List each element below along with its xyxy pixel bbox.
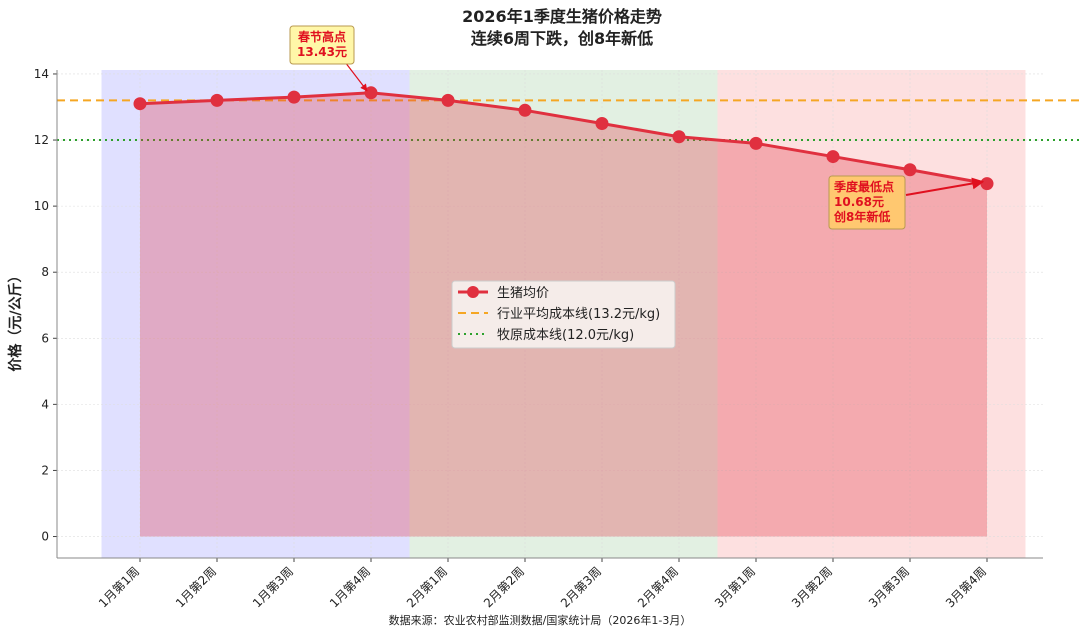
point [210, 93, 224, 107]
point [749, 136, 763, 150]
legend-box [451, 280, 676, 349]
chart-subtitle: 连续6周下跌，创8年新低 [471, 29, 653, 48]
legend-label: 牧原成本线(12.0元/kg) [497, 328, 634, 343]
point [826, 150, 840, 164]
x-tick-label: 1月第3周 [250, 564, 296, 610]
y-tick-label: 4 [41, 397, 49, 411]
x-tick-label: 1月第2周 [173, 564, 219, 610]
y-tick-label: 14 [34, 67, 49, 81]
chart-title: 2026年1季度生猪价格走势 [462, 7, 662, 26]
annotation-arrow [344, 61, 368, 92]
annotation-text: 季度最低点 [833, 179, 894, 194]
point [364, 86, 378, 100]
x-tick-label: 3月第4周 [943, 564, 989, 610]
x-tick-label: 3月第2周 [789, 564, 835, 610]
annotation-text: 10.68元 [834, 195, 884, 209]
y-tick-label: 12 [34, 133, 49, 147]
x-tick-label: 2月第1周 [404, 564, 450, 610]
x-tick-label: 1月第1周 [96, 564, 142, 610]
x-tick-label: 2月第4周 [635, 564, 681, 610]
point [518, 103, 532, 117]
point [672, 130, 686, 144]
point [980, 177, 994, 191]
annotation-box [828, 175, 906, 230]
legend-swatch [467, 286, 479, 298]
y-tick-label: 0 [41, 530, 49, 544]
y-tick-label: 8 [41, 265, 49, 279]
y-tick-label: 6 [41, 331, 49, 345]
period-band [717, 70, 1026, 558]
annotation-arrow [905, 177, 985, 196]
annotation-text: 13.43元 [297, 45, 347, 59]
line [139, 91, 988, 186]
point [903, 163, 917, 177]
annotation-text: 春节高点 [297, 29, 346, 44]
annotation-text: 创8年新低 [833, 209, 890, 224]
y-tick-label: 10 [34, 199, 49, 213]
legend-label: 行业平均成本线(13.2元/kg) [497, 307, 660, 322]
x-tick-label: 2月第3周 [558, 564, 604, 610]
legend-label: 生猪均价 [497, 286, 549, 301]
point [595, 117, 609, 131]
y-axis-label: 价格（元/公斤） [7, 268, 24, 371]
y-tick-label: 2 [41, 463, 49, 477]
annotation-box [289, 25, 355, 65]
point [133, 97, 147, 111]
period-band [101, 70, 410, 558]
x-tick-label: 2月第2周 [481, 564, 527, 610]
x-tick-label: 1月第4周 [327, 564, 373, 610]
x-tick-label: 3月第3周 [866, 564, 912, 610]
point [441, 93, 455, 107]
source-note: 数据来源：农业农村部监测数据/国家统计局（2026年1-3月） [389, 613, 692, 627]
x-tick-label: 3月第1周 [712, 564, 758, 610]
point [287, 90, 301, 104]
